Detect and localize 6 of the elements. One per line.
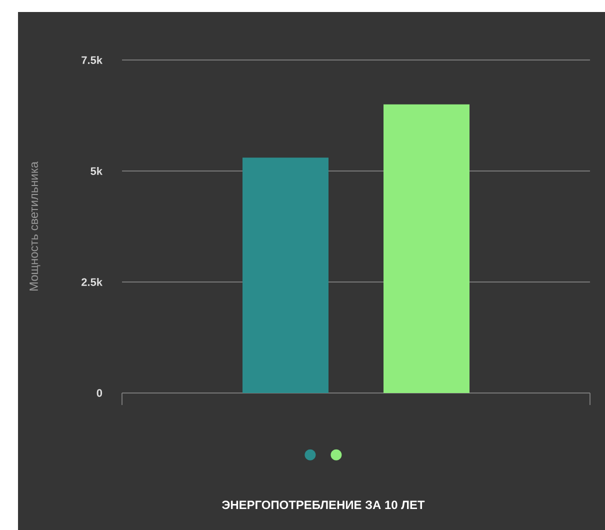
- y-axis-title: Мощность светильника: [30, 161, 40, 291]
- y-tick-label: 5k: [90, 166, 102, 176]
- text: ЭНЕРГОПОТРЕБЛЕНИЕ ЗА 10 ЛЕТ: [222, 500, 425, 510]
- y-tick-label: 0: [96, 389, 102, 397]
- y-tick-label: 2.5k: [82, 278, 102, 286]
- y-tick-label: 7.5k: [82, 56, 102, 64]
